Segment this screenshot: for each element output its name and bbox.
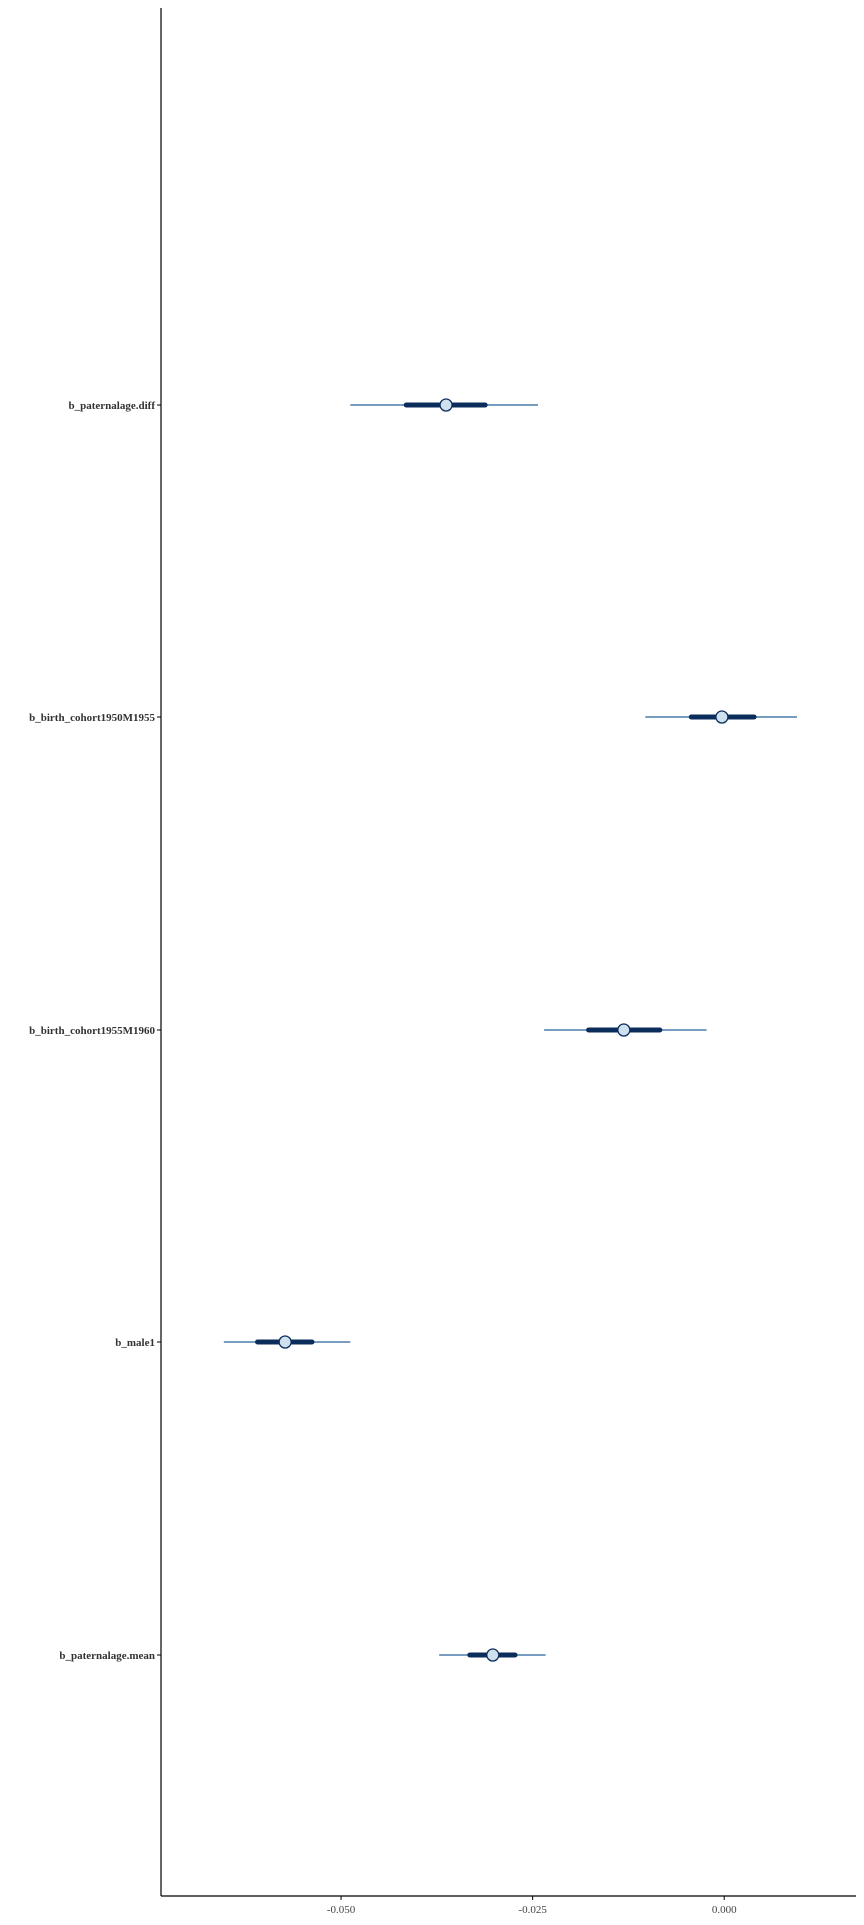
x-tick-label: -0.025: [518, 1904, 547, 1916]
y-tick-label: b_male1: [115, 1337, 155, 1349]
y-tick-label: b_paternalage.mean: [59, 1650, 155, 1662]
interval-marks: [223, 398, 797, 1662]
y-tick-label: b_paternalage.diff: [69, 400, 156, 412]
median-point: [278, 1335, 292, 1349]
x-tick-label: -0.050: [327, 1904, 356, 1916]
axes: [157, 8, 856, 1900]
y-tick-label: b_birth_cohort1955M1960: [29, 1025, 155, 1037]
axis-labels: -0.050 -0.025 0.000 b_paternalage.diff b_bir…: [29, 400, 737, 1916]
median-point: [439, 398, 453, 412]
median-point: [617, 1023, 631, 1037]
median-point: [486, 1648, 500, 1662]
x-tick-label: 0.000: [712, 1904, 737, 1916]
y-tick-label: b_birth_cohort1950M1955: [29, 712, 155, 724]
median-point: [715, 710, 729, 724]
